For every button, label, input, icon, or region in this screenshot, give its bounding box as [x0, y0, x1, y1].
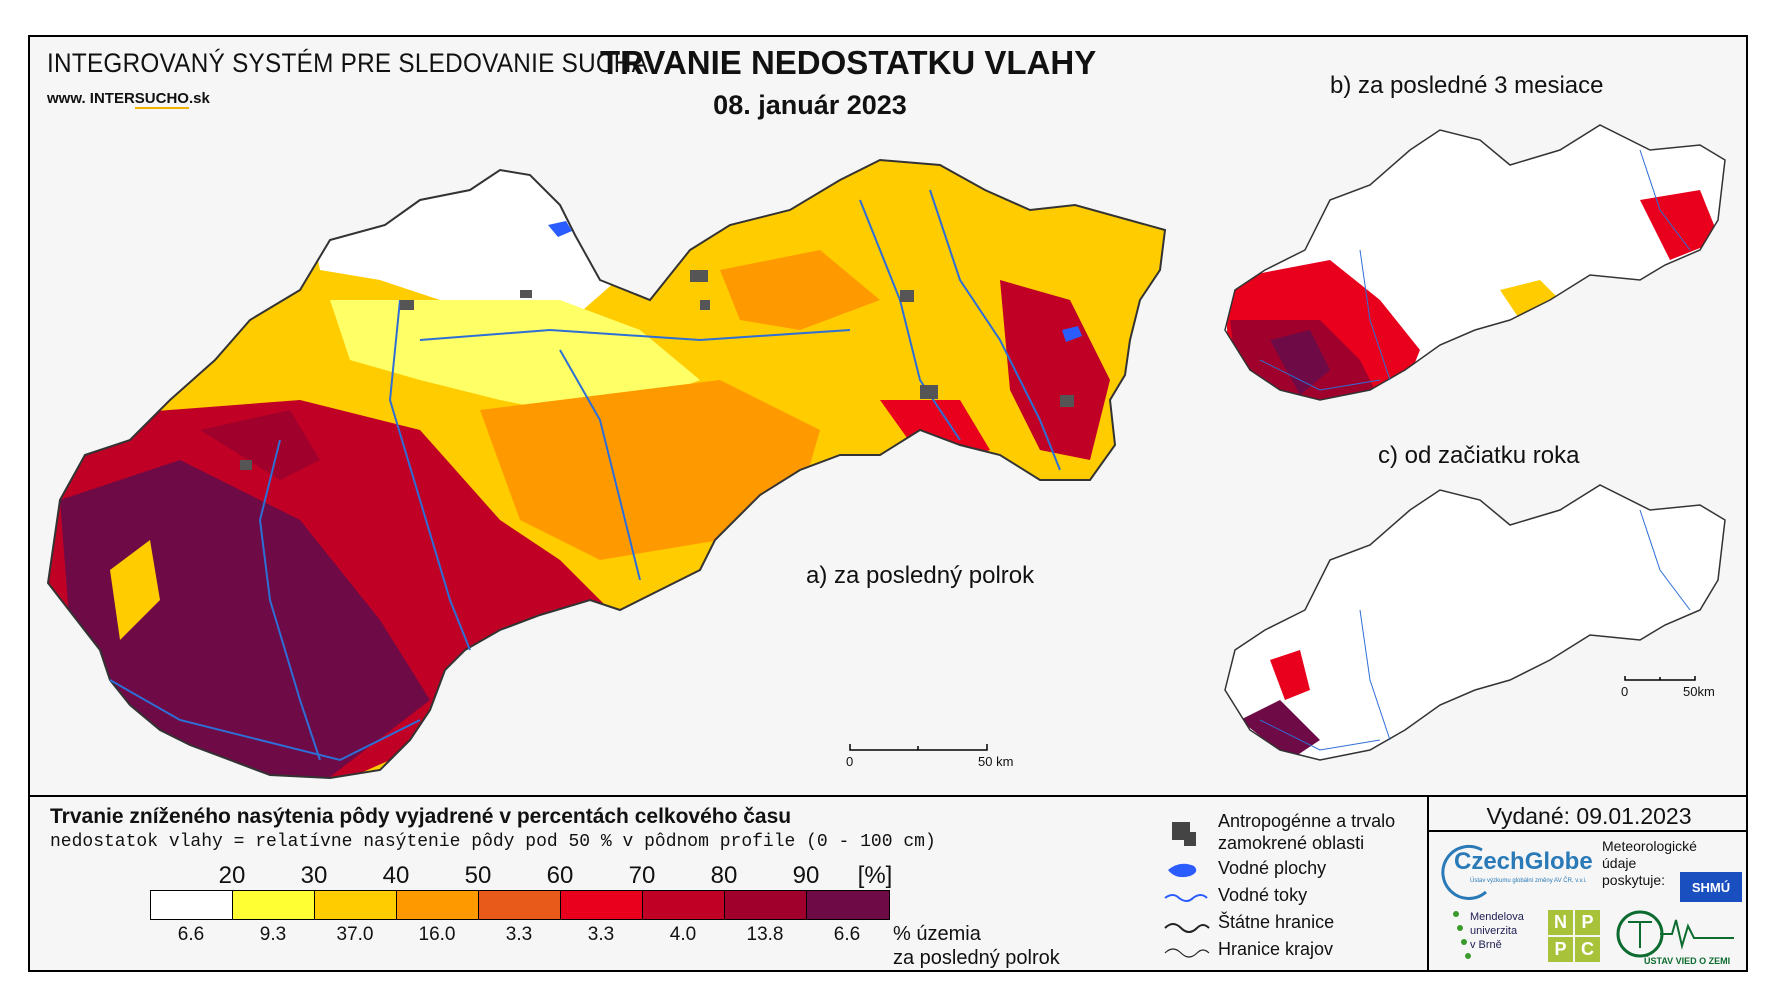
threshold-label: 90 — [792, 862, 820, 889]
legend-vertical-divider — [1427, 795, 1429, 972]
legend-color-swatch — [561, 891, 643, 919]
czechglobe-subtitle: Ústav výzkumu globální změny AV ČR, v.v.… — [1470, 878, 1587, 884]
percent-value: 6.6 — [833, 924, 861, 945]
scale-small-end: 50km — [1683, 684, 1715, 699]
percent-value: 37.0 — [336, 924, 374, 945]
legend-anthropogenic: Antropogénne a trvalo zamokrené oblasti — [1218, 811, 1396, 853]
map-b-fill — [1225, 125, 1725, 400]
legend-color-swatch — [725, 891, 807, 919]
legend-water-bodies: Vodné plochy — [1218, 858, 1327, 878]
panel-a-label: a) za posledný polrok — [806, 562, 1035, 589]
meteo-provider-label: Meteorologické údaje poskytuje: — [1602, 838, 1697, 888]
threshold-label: 80 — [710, 862, 738, 889]
legend-color-swatch — [233, 891, 315, 919]
map-date: 08. január 2023 — [713, 90, 907, 120]
legend-divider — [28, 795, 1748, 797]
map-a-fill — [48, 160, 1165, 778]
legend-color-swatch — [643, 891, 725, 919]
map-b-state-border — [1224, 124, 1726, 401]
percent-value: 3.3 — [505, 924, 533, 945]
legend-title: Trvanie zníženého nasýtenia pôdy vyjadre… — [50, 805, 792, 828]
threshold-label: 50 — [464, 862, 492, 889]
threshold-unit: [%] — [857, 862, 893, 889]
map-c-fill — [1225, 485, 1725, 760]
panel-c-label: c) od začiatku roka — [1378, 442, 1580, 469]
threshold-label: 40 — [382, 862, 410, 889]
legend-color-bar — [150, 890, 890, 920]
czechglobe-swoosh-icon — [1441, 844, 1487, 900]
system-title: INTEGROVANÝ SYSTÉM PRE SLEDOVANIE SUCHA — [47, 48, 649, 78]
scale-main-end: 50 km — [978, 754, 1014, 769]
percent-value: 16.0 — [418, 924, 456, 945]
map-c-rivers — [1259, 509, 1691, 751]
threshold-label: 60 — [546, 862, 574, 889]
threshold-label: 30 — [300, 862, 328, 889]
mendel-dots-icon — [1453, 911, 1471, 959]
map-title: TRVANIE NEDOSTATKU VLAHY — [600, 44, 1097, 81]
map-c-scale-bar — [1624, 676, 1696, 681]
legend-subtitle: nedostatok vlahy = relatívne nasýtenie p… — [50, 832, 936, 852]
map-c-state-border — [1224, 484, 1726, 761]
panel-b-label: b) za posledné 3 mesiace — [1330, 72, 1604, 99]
uvz-logo: ÚSTAV VIED O ZEMI — [1644, 956, 1731, 966]
percent-value: 9.3 — [259, 924, 287, 945]
mendel-logo: Mendelova univerzita v Brně — [1470, 911, 1524, 951]
legend-symbols — [1164, 822, 1210, 958]
map-a-water-body-2 — [1062, 326, 1082, 342]
logos-area: CzechGlobe Ústav výzkumu globální změny … — [1432, 836, 1746, 970]
legend-region-border: Hranice krajov — [1218, 939, 1334, 959]
uvz-seismograph-icon — [1616, 910, 1734, 958]
legend-color-swatch — [397, 891, 479, 919]
scale-small-zero: 0 — [1621, 684, 1629, 699]
threshold-label: 70 — [628, 862, 656, 889]
threshold-label: 20 — [218, 862, 246, 889]
legend-water-streams: Vodné toky — [1218, 885, 1308, 905]
legend-color-swatch — [479, 891, 561, 919]
issued-divider — [1427, 830, 1748, 832]
website-link[interactable]: www. INTERSUCHO.sk — [47, 90, 210, 109]
percent-value: 3.3 — [587, 924, 615, 945]
map-b-rivers — [1259, 149, 1691, 391]
map-a-scale-bar — [849, 744, 988, 751]
issued-date: Vydané: 09.01.2023 — [1486, 803, 1692, 829]
map-a-water-body — [548, 221, 572, 237]
map-a-state-border — [46, 158, 1167, 780]
czechglobe-logo: CzechGlobe — [1454, 848, 1593, 875]
shmu-logo: SHMÚ — [1680, 872, 1742, 902]
percent-unit-label: % územia za posledný polrok — [893, 923, 1060, 969]
legend-color-swatch — [315, 891, 397, 919]
legend-color-swatch — [807, 891, 889, 919]
map-a-anthropogenic — [240, 270, 1074, 470]
legend-color-swatch — [151, 891, 233, 919]
percent-value: 13.8 — [746, 924, 784, 945]
percent-value: 4.0 — [669, 924, 697, 945]
percent-value: 6.6 — [177, 924, 205, 945]
map-a-rivers — [109, 189, 1061, 762]
scale-main-zero: 0 — [846, 754, 854, 769]
legend-state-border: Štátne hranice — [1218, 912, 1335, 932]
